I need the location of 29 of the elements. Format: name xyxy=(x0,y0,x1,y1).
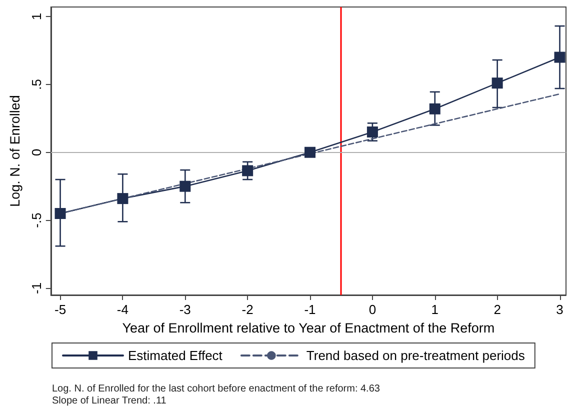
y-tick-label: -.5 xyxy=(28,212,44,228)
x-tick-label: -2 xyxy=(242,302,254,317)
point xyxy=(180,180,191,192)
point xyxy=(554,52,566,63)
y-tick-label: .5 xyxy=(28,79,44,90)
x-tick-label: 3 xyxy=(556,302,564,317)
point xyxy=(492,78,503,89)
point xyxy=(304,146,316,158)
x-tick-label: -5 xyxy=(54,302,66,317)
y-tick-label: 1 xyxy=(28,12,44,20)
x-tick-label: 2 xyxy=(494,302,501,317)
x-tick-label: 0 xyxy=(368,302,376,317)
x-tick-label: -1 xyxy=(304,302,316,317)
point xyxy=(117,193,128,204)
y-tick-label: 0 xyxy=(28,148,44,156)
x-tick-label: -4 xyxy=(116,302,128,317)
x-axis-title: Year of Enrollment relative to Year of Enactment of the Reform xyxy=(122,320,495,336)
text: Slope of Linear Trend: .11 xyxy=(52,396,167,406)
y-axis-title: Log. N. of Enrolled xyxy=(8,95,22,207)
y-tick-label: -1 xyxy=(28,282,44,294)
point xyxy=(54,208,66,219)
point xyxy=(429,103,440,114)
point xyxy=(366,126,378,138)
text: Log. N. of Enrolled for the last cohort before enactment of the reform: 4.63 xyxy=(52,384,380,394)
legend-label: Estimated Effect xyxy=(128,348,223,363)
legend-label: Trend based on pre-treatment periods xyxy=(306,348,526,363)
x-tick-label: 1 xyxy=(431,302,438,317)
x-tick-label: -3 xyxy=(179,302,191,317)
point xyxy=(242,165,254,176)
